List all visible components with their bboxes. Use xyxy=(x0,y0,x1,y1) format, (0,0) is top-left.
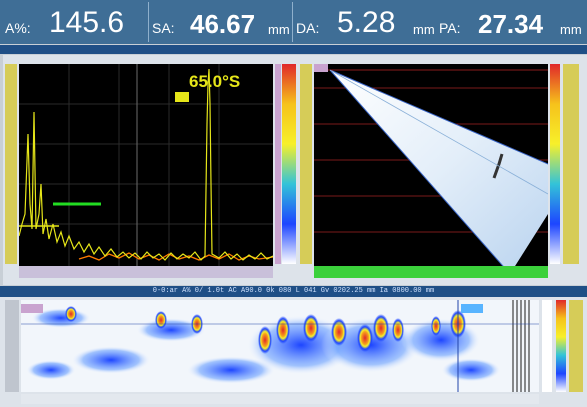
ascan-plot[interactable]: 65.0°S xyxy=(19,64,273,266)
pa-label: PA: xyxy=(439,20,461,36)
cscan-palette-bar xyxy=(556,300,566,392)
cscan-gap-lines xyxy=(512,300,530,392)
ascan-svg xyxy=(19,64,273,266)
sscan-cursor-tag xyxy=(314,64,328,72)
sa-unit: mm xyxy=(268,22,290,37)
pa-unit: mm xyxy=(560,22,582,37)
index-ruler[interactable] xyxy=(314,266,548,278)
scan-axis-ruler[interactable] xyxy=(5,300,19,392)
beam-cursor xyxy=(329,69,548,195)
indication xyxy=(492,153,504,179)
cscan-left-tag xyxy=(21,304,43,313)
angle-marker xyxy=(175,92,189,102)
signal-trace xyxy=(19,68,273,261)
measurement-readout-bar: A%: 145.6 SA: 46.67 mm DA: 5.28 mm PA: 2… xyxy=(0,0,587,44)
da-label: DA: xyxy=(296,20,320,36)
sscan-palette-bar xyxy=(550,64,560,264)
da-unit: mm xyxy=(413,22,435,37)
scan-position-ruler[interactable] xyxy=(21,394,539,404)
pa-value: 27.34 xyxy=(478,9,544,39)
cscan-right-tag xyxy=(461,304,483,313)
sscan-svg xyxy=(314,64,548,266)
sscan-right-ruler[interactable] xyxy=(563,64,579,264)
color-palette-bar xyxy=(282,64,296,264)
depth-ruler[interactable] xyxy=(300,64,312,264)
readout-divider xyxy=(148,2,149,42)
a-percent-value: 145.6 xyxy=(49,6,125,39)
da-value: 5.28 xyxy=(337,6,396,39)
angle-label: 65.0°S xyxy=(189,72,241,91)
sscan-fan xyxy=(330,70,548,266)
gate-ruler[interactable] xyxy=(275,64,281,264)
sscan-plot[interactable] xyxy=(314,64,548,266)
time-ruler[interactable] xyxy=(19,266,273,278)
cscan-right-ruler[interactable] xyxy=(569,300,583,392)
channel-status-strip xyxy=(0,45,587,54)
a-percent-label: A%: xyxy=(5,20,31,36)
sa-label: SA: xyxy=(152,20,175,36)
readout-divider xyxy=(292,2,293,42)
cscan-svg xyxy=(21,300,539,392)
cscan-status: 0-0:ar A% 0/ 1.0t AC A90.0 0k 080 L 041 … xyxy=(0,286,587,297)
cscan-side-strip xyxy=(542,300,552,392)
cscan-plot[interactable] xyxy=(21,300,539,392)
sa-value: 46.67 xyxy=(190,9,256,39)
amplitude-ruler[interactable] xyxy=(5,64,17,264)
